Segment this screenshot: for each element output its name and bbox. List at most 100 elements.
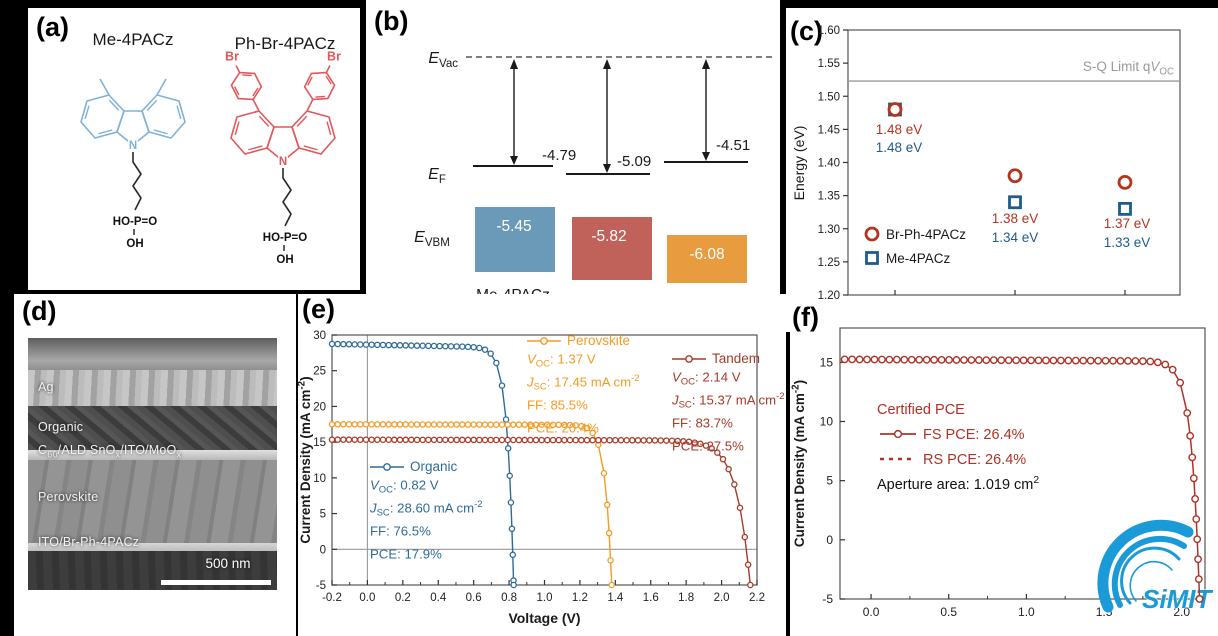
- svg-text:FF: 85.5%: FF: 85.5%: [527, 398, 588, 413]
- svg-text:PCE: 17.9%: PCE: 17.9%: [370, 547, 442, 562]
- svg-text:JSC: 17.45 mA cm-2: JSC: 17.45 mA cm-2: [526, 373, 640, 392]
- svg-text:25: 25: [313, 366, 326, 378]
- panel-e-label: (e): [302, 294, 335, 324]
- svg-text:1.40: 1.40: [818, 158, 840, 170]
- svg-text:-4.51: -4.51: [716, 137, 750, 154]
- sem-label-c60-stack: C60/ALD SnOx/ITO/MoOx: [38, 443, 182, 460]
- svg-text:2.0: 2.0: [714, 592, 730, 604]
- svg-text:0.5: 0.5: [940, 605, 957, 619]
- svg-text:RS PCE: 26.4%: RS PCE: 26.4%: [923, 452, 1026, 468]
- svg-text:HO-P=O: HO-P=O: [263, 232, 307, 244]
- svg-text:1.20: 1.20: [818, 290, 840, 302]
- svg-text:Br: Br: [225, 49, 239, 63]
- svg-text:Current Density (mA cm-2): Current Density (mA cm-2): [791, 380, 807, 547]
- panel-f-label: (f): [792, 302, 819, 332]
- sem-interconnect-layer: [28, 450, 277, 460]
- panel-d-label: (d): [22, 296, 57, 326]
- svg-text:-0.2: -0.2: [322, 592, 342, 604]
- svg-text:0: 0: [320, 544, 326, 556]
- svg-text:OH: OH: [276, 254, 293, 264]
- ph-br-4pacz-structure: Br Br N HO-P=O OH: [225, 49, 341, 264]
- sem-label-organic: Organic: [38, 420, 84, 434]
- svg-text:1.55: 1.55: [818, 58, 840, 70]
- svg-text:EVBM: EVBM: [414, 229, 450, 249]
- svg-text:1.30: 1.30: [818, 224, 840, 236]
- energy-scatter-chart: 1.201.251.301.351.401.451.501.551.60qVOC…: [791, 25, 1181, 321]
- svg-text:1.60: 1.60: [818, 25, 840, 37]
- svg-text:Voltage (V): Voltage (V): [508, 610, 580, 626]
- svg-text:Me-4PACz: Me-4PACz: [886, 251, 951, 266]
- svg-text:1.48 eV: 1.48 eV: [876, 140, 923, 155]
- svg-text:0.6: 0.6: [466, 592, 482, 604]
- svg-text:20: 20: [313, 401, 326, 413]
- svg-text:HO-P=O: HO-P=O: [113, 216, 157, 228]
- svg-text:2.2: 2.2: [749, 592, 765, 604]
- panel-b-energy-diagram: (b) EVacEFEVBM-4.79-5.45Me-4PACz-5.09-5.…: [366, 0, 780, 312]
- sem-ito-line: [28, 543, 277, 551]
- panel-d-sem-image: (d) Ag Organic C60/ALD SnOx/ITO/MoOx Per…: [14, 294, 296, 636]
- panel-c-label: (c): [790, 16, 823, 46]
- me-4pacz-structure: N HO-P=O OH: [80, 78, 186, 250]
- svg-text:Br: Br: [327, 49, 341, 63]
- svg-text:PCE: 27.5%: PCE: 27.5%: [672, 439, 744, 454]
- svg-text:-5.45: -5.45: [496, 218, 531, 235]
- svg-text:Perovskite: Perovskite: [567, 333, 630, 348]
- svg-text:-5: -5: [822, 592, 833, 606]
- svg-text:-5.82: -5.82: [591, 228, 626, 245]
- svg-text:JSC: 28.60 mA cm-2: JSC: 28.60 mA cm-2: [369, 499, 483, 518]
- svg-text:10: 10: [313, 473, 326, 485]
- panel-f-certified-jv: (f) 0.0 0.5 1.0 1.5 2.0 -5 0 5 10 15 Current Densi…: [790, 302, 1218, 636]
- svg-text:1.0: 1.0: [537, 592, 553, 604]
- svg-text:5: 5: [320, 509, 326, 521]
- sem-perovskite-layer: [28, 460, 277, 543]
- svg-text:FF: 76.5%: FF: 76.5%: [370, 524, 431, 539]
- svg-text:1.25: 1.25: [818, 257, 840, 269]
- svg-text:10: 10: [820, 414, 834, 428]
- sem-ag-layer: [28, 370, 277, 406]
- molecule-name-ph-br-4pacz: Ph-Br-4PACz: [234, 34, 336, 53]
- svg-text:VOC: 0.82 V: VOC: 0.82 V: [370, 478, 439, 496]
- svg-text:-5.09: -5.09: [617, 153, 651, 170]
- svg-text:EVac: EVac: [428, 50, 458, 70]
- svg-text:1.34 eV: 1.34 eV: [992, 230, 1039, 245]
- svg-text:1.37 eV: 1.37 eV: [1104, 216, 1151, 231]
- svg-text:Tandem: Tandem: [712, 351, 760, 366]
- svg-text:1.38 eV: 1.38 eV: [992, 211, 1039, 226]
- scale-bar: [161, 580, 271, 585]
- sem-label-perovskite: Perovskite: [38, 490, 99, 504]
- panel-b-label: (b): [374, 6, 409, 36]
- svg-text:1.45: 1.45: [818, 124, 840, 136]
- svg-text:N: N: [279, 156, 287, 168]
- svg-text:1.0: 1.0: [1018, 605, 1035, 619]
- svg-text:0.4: 0.4: [430, 592, 447, 604]
- svg-text:5: 5: [826, 474, 833, 488]
- svg-text:VOC: 1.37 V: VOC: 1.37 V: [527, 352, 596, 370]
- panel-e-jv-curves: (e) -0.2 0.0 0.2 0.4 0.6 0.8 1.0 1.2 1.4 1.6 1.8 2.…: [298, 294, 786, 636]
- svg-text:Br-Ph-4PACz: Br-Ph-4PACz: [886, 227, 966, 242]
- svg-text:15: 15: [313, 437, 326, 449]
- svg-text:15: 15: [820, 355, 834, 369]
- sem-label-ag: Ag: [38, 380, 54, 394]
- svg-text:-5: -5: [316, 580, 326, 592]
- svg-text:FS PCE: 26.4%: FS PCE: 26.4%: [923, 427, 1025, 443]
- svg-text:1.35: 1.35: [818, 191, 840, 203]
- panel-c-energy-scatter: (c) 1.20 1.25 1.30 1.35 1.40 1.45 1.50 1.55 1.60…: [786, 8, 1218, 332]
- svg-text:-4.79: -4.79: [542, 147, 576, 164]
- molecule-name-me-4pacz: Me-4PACz: [92, 30, 174, 49]
- svg-text:Aperture area: 1.019 cm2: Aperture area: 1.019 cm2: [877, 475, 1039, 493]
- svg-text:VOC: 2.14 V: VOC: 2.14 V: [672, 370, 741, 388]
- svg-text:S-Q Limit qVOC: S-Q Limit qVOC: [1083, 59, 1174, 77]
- svg-text:1.2: 1.2: [572, 592, 588, 604]
- svg-text:Certified PCE: Certified PCE: [877, 402, 965, 418]
- svg-text:0.0: 0.0: [359, 592, 375, 604]
- svg-text:1.50: 1.50: [818, 91, 840, 103]
- svg-text:Energy (eV): Energy (eV): [791, 126, 807, 201]
- svg-text:0.8: 0.8: [501, 592, 517, 604]
- svg-text:1.8: 1.8: [678, 592, 694, 604]
- svg-text:Organic: Organic: [410, 459, 458, 474]
- svg-text:2.0: 2.0: [1173, 605, 1190, 619]
- svg-text:1.4: 1.4: [607, 592, 624, 604]
- svg-text:FF: 83.7%: FF: 83.7%: [672, 416, 733, 431]
